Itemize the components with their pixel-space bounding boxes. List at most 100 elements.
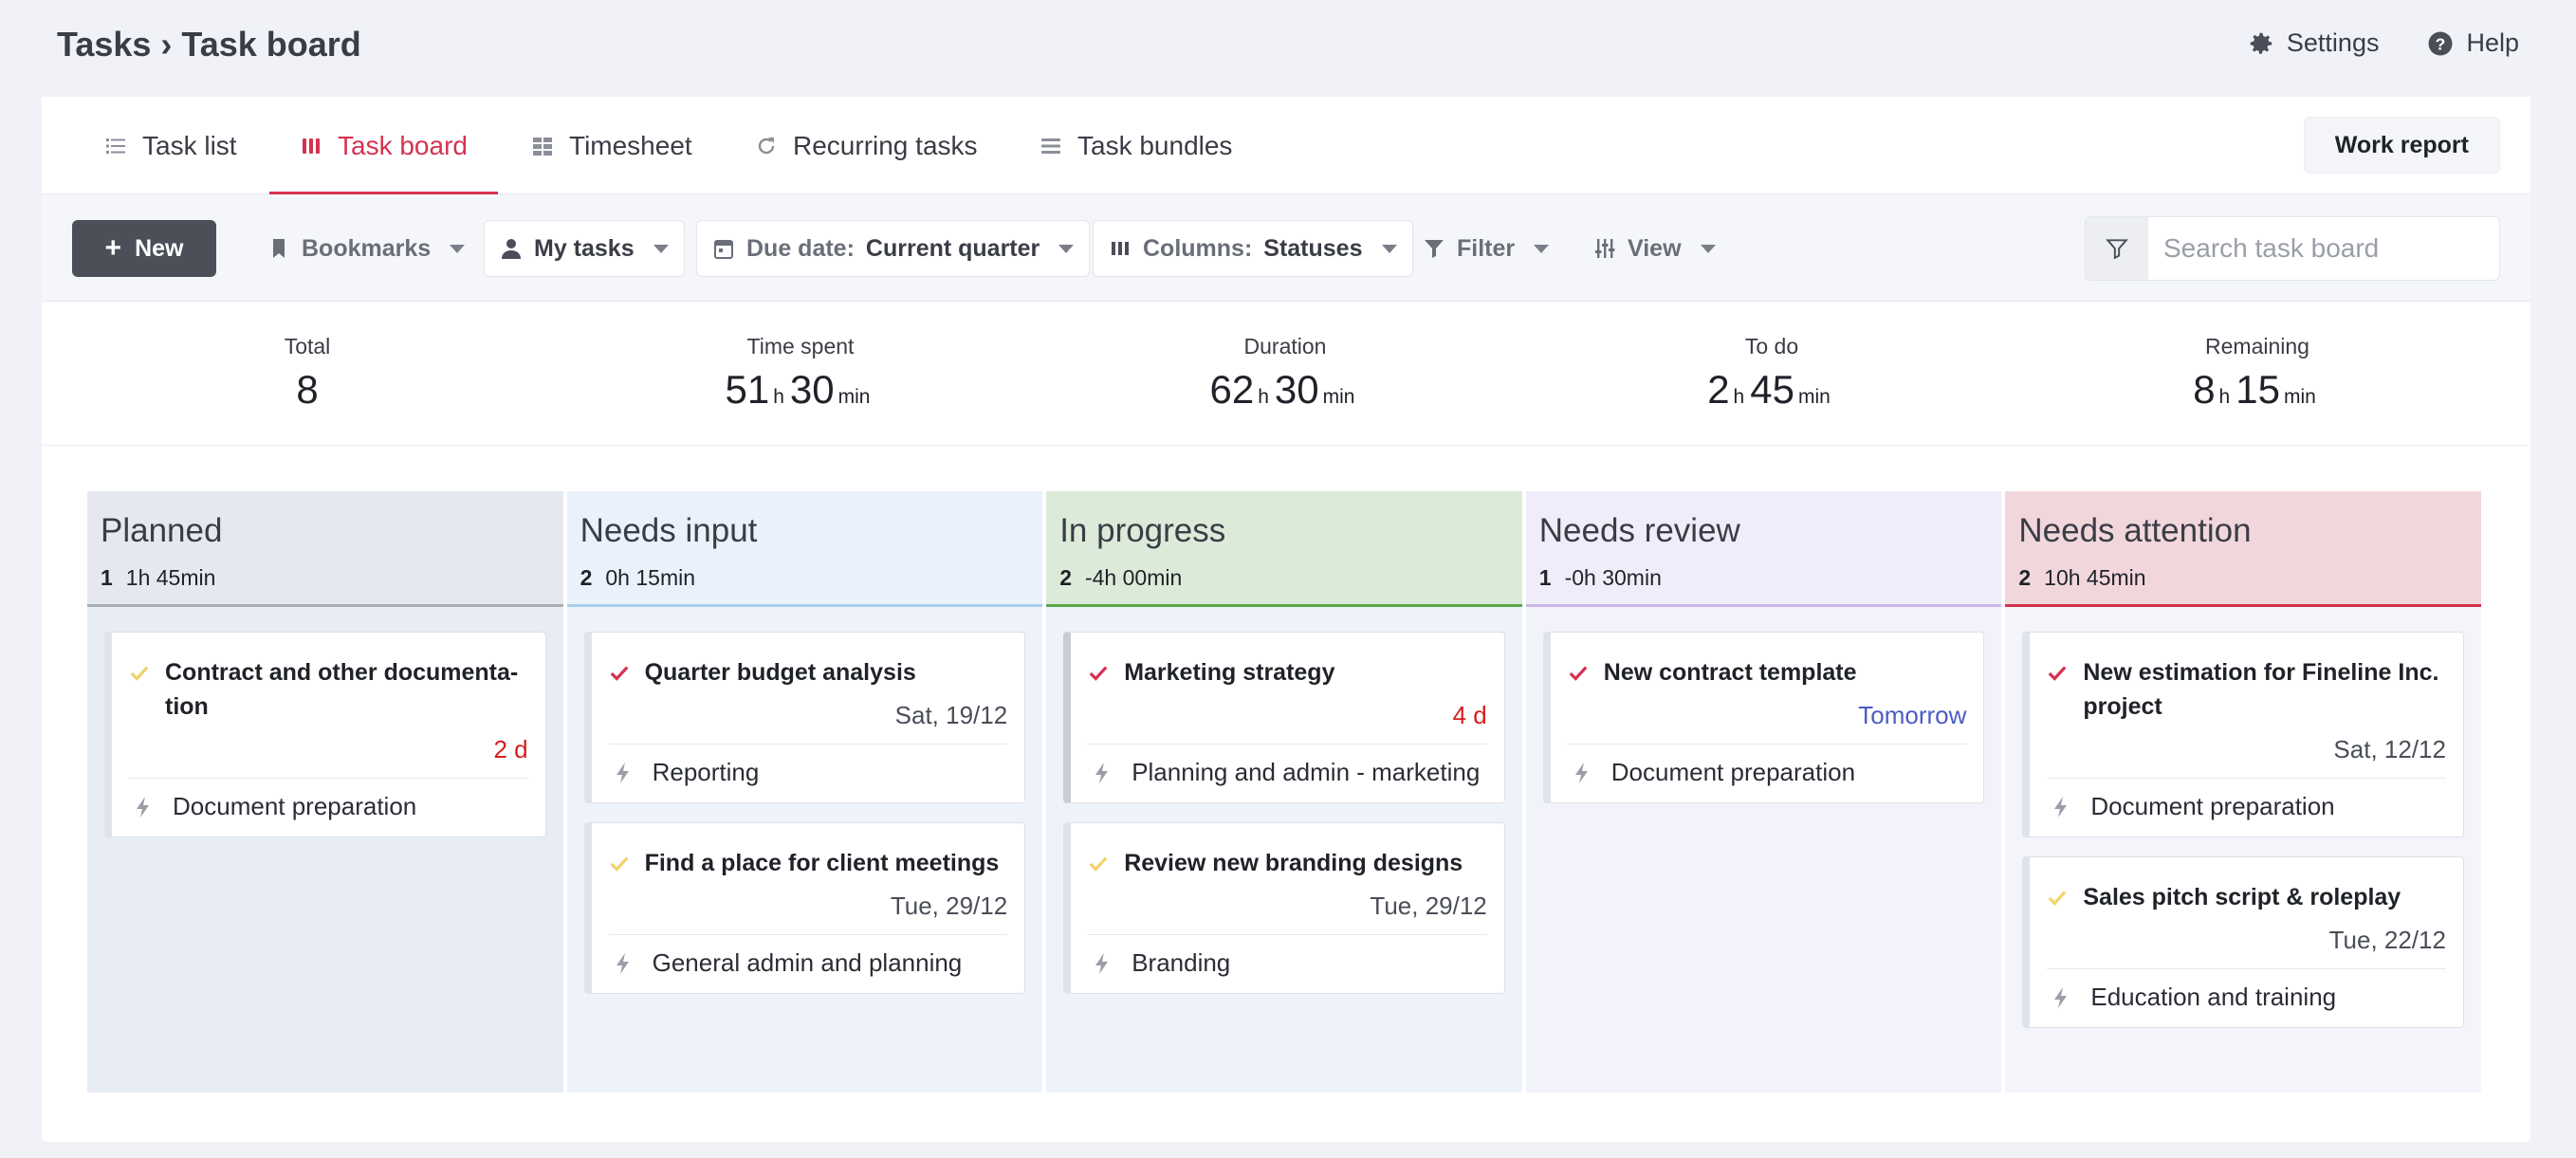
task-due-date: Sat, 19/12 [608,701,1008,744]
new-label: New [135,234,184,262]
stat-number: 30 [1274,367,1319,412]
top-bar: Tasks › Task board Settings ? Help [0,0,2576,95]
column-meta: 2 -4h 00min [1059,565,1509,591]
column-needs-review: Needs review 1 -0h 30min New contract templ… [1525,491,2002,1093]
columns-icon [1112,242,1129,255]
check-icon [610,666,629,681]
stat-number: 45 [1750,367,1794,412]
stat-total: Total 8 [285,334,331,413]
stat-number: 62 [1209,367,1255,412]
stat-label: To do [1744,334,1799,358]
refresh-icon [758,137,775,154]
tab-task-board[interactable]: Task board [269,97,498,194]
breadcrumb: Tasks › Task board [57,25,361,64]
column-meta: 1 -0h 30min [1539,565,1989,591]
task-due-date: Tue, 29/12 [1088,891,1487,935]
task-title: Quarter budget analysis [644,659,916,686]
task-category: Document preparation [173,792,417,820]
column-body: Marketing strategy 4 d Planning and admin … [1046,607,1522,994]
tab-timesheet[interactable]: Timesheet [531,97,692,194]
bolt-icon [2054,796,2068,818]
task-card[interactable]: Review new branding designs Tue, 29/12 Bra… [1063,822,1505,994]
chevron-down-icon [1058,244,1075,253]
task-title-row: New contract template [1568,633,1967,689]
settings-button[interactable]: Settings [2247,28,2379,58]
task-due-date: Sat, 12/12 [2047,735,2446,779]
task-title: Find a place for client meetings [644,850,1000,876]
help-button[interactable]: ? Help [2426,28,2519,58]
column-meta: 2 0h 15min [580,565,1030,591]
filter-dropdown[interactable]: Filter [1408,220,1564,277]
stat-value: 62 h 30 min [1210,367,1361,413]
column-in-progress: In progress 2 -4h 00min Marketing strategy 4… [1046,491,1522,1093]
stat-unit: h [773,386,784,408]
column-title: Needs review [1538,512,1740,549]
task-category-row: Education and training [2047,969,2446,1027]
tab-task-bundles[interactable]: Task bundles [1040,97,1232,194]
task-card[interactable]: Marketing strategy 4 d Planning and admin … [1063,632,1505,803]
task-card[interactable]: Quarter budget analysis Sat, 19/12 Reporti… [583,632,1026,803]
column-header: In progress 2 -4h 00min [1046,491,1522,607]
column-body: Contract and other documenta- tion 2 d Doc… [87,607,563,837]
chevron-down-icon [450,244,466,253]
task-card[interactable]: New estimation for Fineline Inc. project… [2022,632,2464,837]
tab-label: Task board [338,130,468,160]
toolbar: + New Bookmarks My tasks Due date: Curre… [42,194,2530,302]
tab-recurring-tasks[interactable]: Recurring tasks [755,97,978,194]
task-category-row: Reporting [609,744,1008,802]
stat-number: 8 [2193,367,2216,412]
column-body: New contract template Tomorrow Document pr… [1526,607,2002,803]
check-icon [1569,666,1588,681]
list-icon [106,138,125,154]
task-card[interactable]: New contract template Tomorrow Document pr… [1542,632,1985,803]
column-needs-attention: Needs attention 2 10h 45min New estimation … [2005,491,2481,1093]
task-card[interactable]: Sales pitch script & roleplay Tue, 22/12 E… [2022,856,2464,1028]
column-title: In progress [1059,512,1226,549]
tab-label: Task list [142,130,237,160]
board-icon [303,138,320,154]
calendar-icon [714,240,733,259]
tab-task-list[interactable]: Task list [104,97,237,194]
bookmarks-dropdown[interactable]: Bookmarks [252,220,480,277]
search-filter-button[interactable] [2086,217,2148,280]
bolt-icon [616,952,629,974]
stats-summary: Total 8 Time spent 51 h 30 min Duration 62 h 30 min… [42,302,2530,446]
task-category-row: Document preparation [1568,744,1967,802]
task-card[interactable]: Find a place for client meetings Tue, 29/… [583,822,1026,994]
stat-time-spent: Time spent 51 h 30 min [726,334,876,413]
task-title: Marketing strategy [1124,659,1335,686]
stat-label: Duration [1243,334,1327,358]
task-board: Planned 1 1h 45min Contract and other docum… [87,491,2481,1093]
stat-value: 8 [285,367,331,413]
user-icon [502,239,521,259]
stat-unit: min [837,386,871,408]
search-input[interactable] [2148,233,2490,264]
my-tasks-dropdown[interactable]: My tasks [484,220,685,277]
task-title: Contract and other documenta- tion [165,659,519,720]
stat-number: 51 [725,367,770,412]
column-count: 2 [2018,565,2032,590]
task-title-row: Find a place for client meetings [609,823,1008,880]
stat-number: 15 [2236,367,2280,412]
check-icon [1089,856,1108,872]
check-icon [130,666,149,681]
check-icon [610,856,629,872]
check-icon [2048,666,2067,681]
columns-dropdown[interactable]: Columns: Statuses [1093,220,1413,277]
work-report-button[interactable]: Work report [2303,117,2500,174]
new-task-button[interactable]: + New [72,220,216,277]
task-category-row: Document preparation [2047,779,2446,836]
stat-value: 2 h 45 min [1707,367,1836,413]
due-date-prefix: Due date: [746,234,855,262]
due-date-dropdown[interactable]: Due date: Current quarter [696,220,1091,277]
column-body: New estimation for Fineline Inc. project… [2005,607,2481,1028]
column-header: Needs review 1 -0h 30min [1525,491,2002,607]
task-title: Sales pitch script & roleplay [2083,884,2401,910]
view-dropdown[interactable]: View [1578,220,1731,277]
task-card[interactable]: Contract and other documenta- tion 2 d Doc… [104,632,546,837]
task-title-row: Review new branding designs [1088,823,1487,880]
search-box [2085,216,2500,281]
column-count: 2 [1059,565,1072,590]
task-category: Planning and admin - marketing [1132,758,1481,786]
column-meta: 2 10h 45min [2018,565,2468,591]
